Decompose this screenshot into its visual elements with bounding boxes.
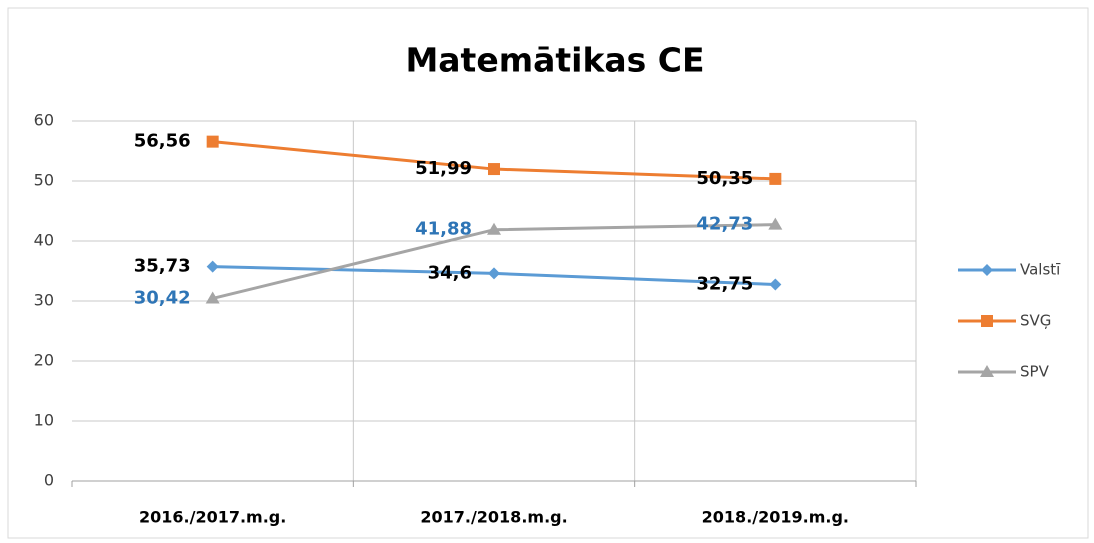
y-tick-label: 40 [34,231,54,250]
data-label: 35,73 [134,256,191,277]
chart-title: Matemātikas CE [405,41,704,80]
y-tick-label: 30 [34,291,54,310]
data-point [488,267,500,280]
legend-marker [981,315,993,327]
data-point [769,278,782,291]
legend-label: SPV [1020,363,1050,381]
y-tick-label: 0 [44,471,54,490]
data-label: 34,6 [428,262,472,283]
legend-marker [981,264,993,276]
data-point [205,291,220,304]
data-label: 56,56 [134,131,191,152]
data-point [206,260,219,273]
x-tick-label: 2016./2017.m.g. [139,508,286,527]
y-tick-label: 50 [34,171,54,190]
x-tick-label: 2018./2019.m.g. [702,508,849,527]
data-label: 50,35 [696,168,753,189]
data-point [768,217,783,230]
data-label: 51,99 [415,158,472,179]
y-tick-label: 10 [34,411,54,430]
y-tick-label: 60 [34,111,54,130]
x-tick-label: 2017./2018.m.g. [420,508,567,527]
data-label: 32,75 [696,274,753,295]
data-label: 30,42 [134,287,191,308]
data-label: 41,88 [415,219,472,240]
data-point [487,222,501,235]
legend-label: Valstī [1020,261,1061,279]
data-label: 42,73 [696,214,753,235]
chart-frame [7,7,1089,539]
legend-marker [980,365,994,377]
y-tick-label: 20 [34,351,54,370]
legend-label: SVĢ [1020,312,1051,330]
data-point [769,172,782,185]
data-point [206,135,219,148]
data-point [488,163,500,176]
